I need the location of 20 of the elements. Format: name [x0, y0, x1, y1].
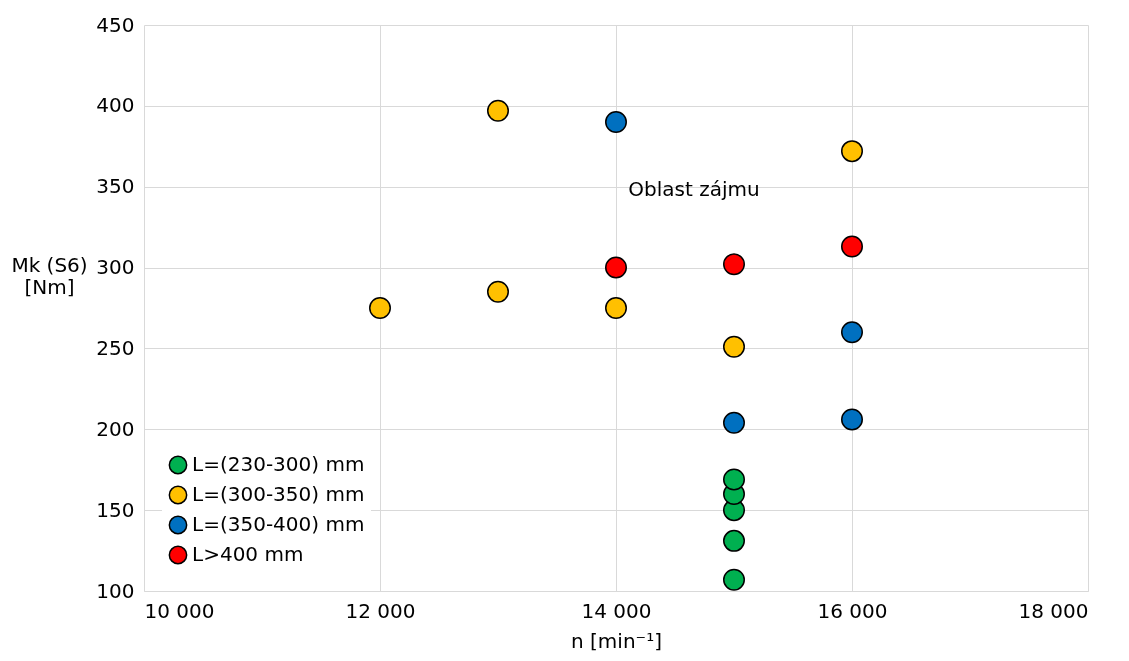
y-tick-label: 350	[96, 174, 135, 199]
legend-label: L=(230-300) mm	[192, 452, 365, 476]
y-tick-label: 150	[96, 497, 135, 522]
annotation: Oblast zájmu	[628, 177, 760, 201]
legend-label: L>400 mm	[192, 542, 304, 566]
y-tick-label: 200	[96, 416, 135, 441]
y-tick-label: 450	[96, 12, 135, 37]
y-tick-label: 250	[96, 335, 135, 360]
y-tick-label: 400	[96, 93, 135, 118]
x-tick-label: 12 000	[345, 598, 416, 623]
x-tick-label: 16 000	[817, 598, 888, 623]
x-tick-label: 14 000	[581, 598, 652, 623]
y-tick-label: 100	[96, 578, 135, 603]
x-axis-title: n [min⁻¹]	[571, 628, 662, 653]
y-tick-label: 300	[96, 255, 135, 280]
x-tick-label: 10 000	[144, 598, 215, 623]
legend-label: L=(300-350) mm	[192, 482, 365, 506]
legend-label: L=(350-400) mm	[192, 512, 365, 536]
y-axis-title: Mk (S6) [Nm]	[11, 252, 88, 299]
x-tick-label: 18 000	[1018, 598, 1089, 623]
